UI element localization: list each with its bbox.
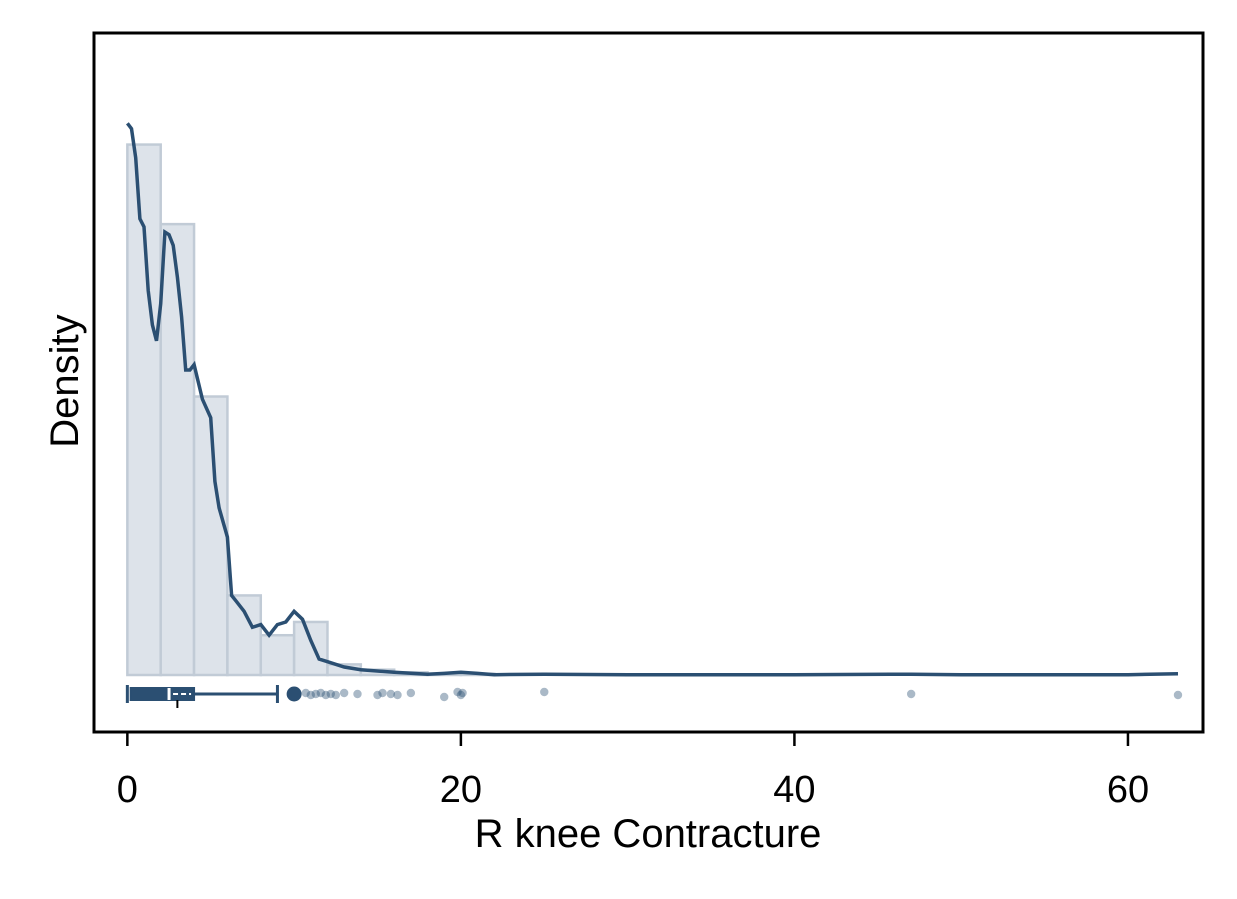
x-tick-label: 60 xyxy=(1107,769,1149,811)
histogram-bar xyxy=(159,222,196,677)
outlier-point xyxy=(339,688,349,698)
outlier-point xyxy=(378,688,387,698)
outlier-point xyxy=(1173,690,1183,700)
plot-frame xyxy=(92,31,1205,734)
y-axis-title: Density xyxy=(43,314,87,447)
outlier-point xyxy=(331,690,341,700)
outlier-point xyxy=(906,689,916,699)
x-tick-label: 0 xyxy=(117,769,138,811)
x-axis-title: R knee Contracture xyxy=(475,812,822,856)
outlier-point xyxy=(456,690,466,700)
outlier-point xyxy=(406,688,416,698)
outlier-point xyxy=(321,690,331,700)
outlier-point xyxy=(326,689,336,699)
boxplot xyxy=(125,685,279,708)
outlier-point xyxy=(540,687,549,697)
outlier-point xyxy=(440,692,449,702)
x-tick-label: 40 xyxy=(773,769,815,811)
outlier-point xyxy=(311,689,320,699)
outlier-point xyxy=(373,690,382,700)
density-curve xyxy=(126,122,1179,677)
outlier-point xyxy=(386,689,396,699)
outlier-points xyxy=(286,686,1183,702)
outlier-point xyxy=(316,688,326,698)
x-tick-label: 20 xyxy=(440,769,482,811)
outlier-point xyxy=(393,690,402,700)
x-axis: 0 20 40 60 xyxy=(117,732,1149,811)
histogram-bars xyxy=(126,143,496,677)
outlier-point xyxy=(458,688,467,698)
histogram-bar xyxy=(292,620,329,677)
boxplot-box xyxy=(129,687,196,701)
outlier-point xyxy=(306,690,315,700)
outlier-point xyxy=(301,688,310,698)
histogram-bar xyxy=(259,633,296,677)
outlier-point xyxy=(453,687,462,697)
outlier-point xyxy=(286,686,302,702)
outlier-point xyxy=(353,689,362,699)
histogram-bar xyxy=(226,594,263,677)
